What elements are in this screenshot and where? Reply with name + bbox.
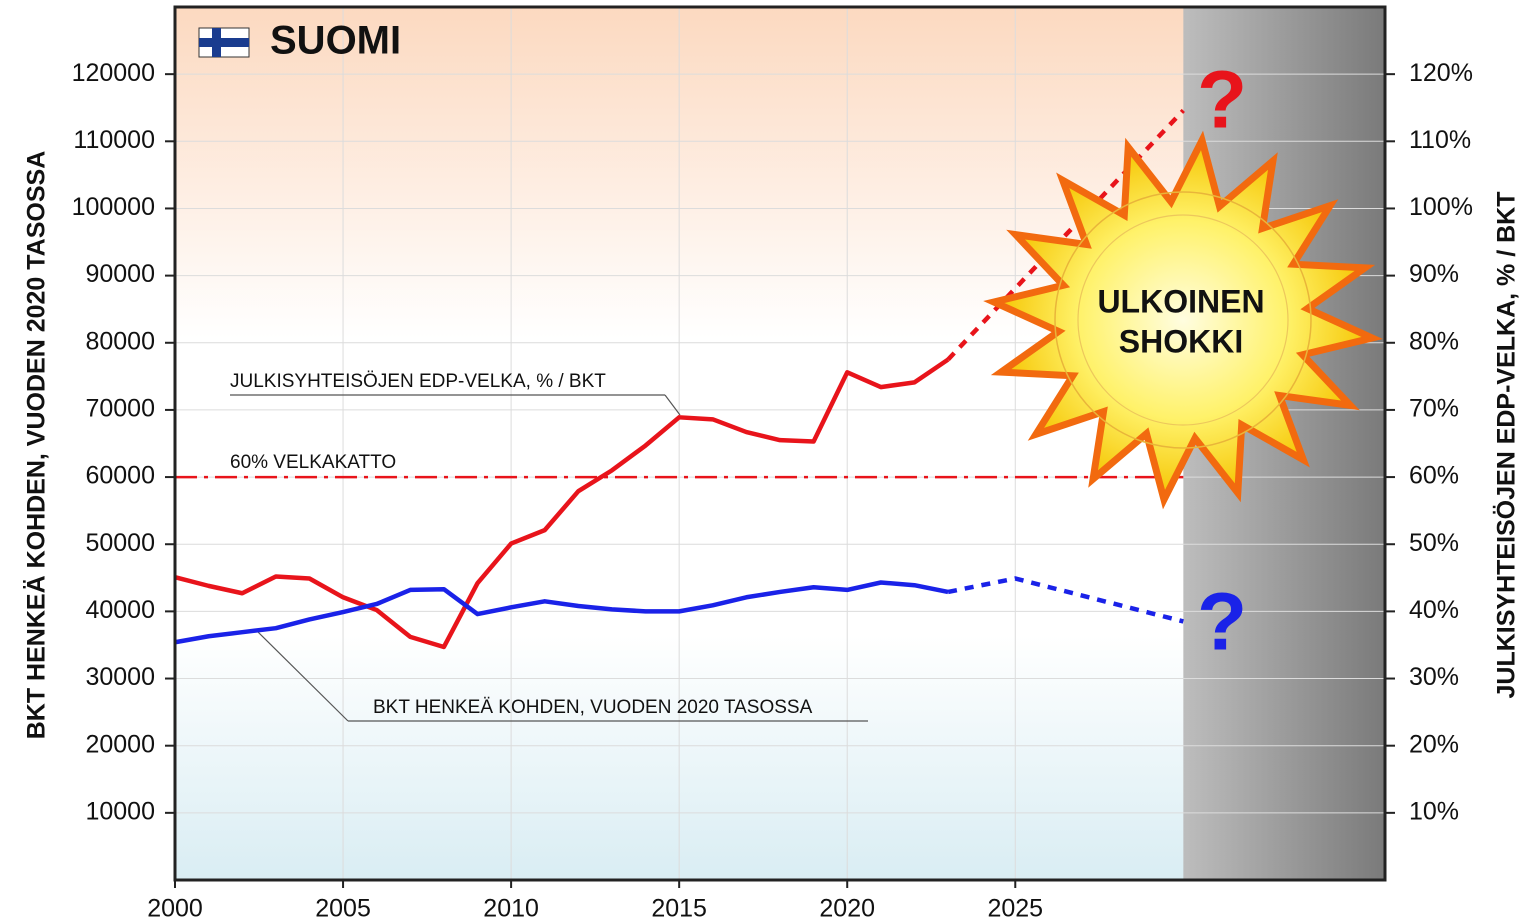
series-label: BKT HENKEÄ KOHDEN, VUODEN 2020 TASOSSA [373, 697, 813, 718]
burst-shape [983, 130, 1383, 510]
flag [198, 27, 250, 58]
y2-tick-label: 60% [1409, 462, 1459, 490]
y-tick-label: 50000 [85, 529, 155, 557]
y2-tick-label: 20% [1409, 730, 1459, 758]
burst-ring [1077, 214, 1289, 426]
y-tick-label: 90000 [85, 260, 155, 288]
y2-tick-label: 90% [1409, 260, 1459, 288]
leader-line [664, 394, 681, 416]
chart-title: SUOMI [270, 19, 401, 63]
threshold-label: 60% VELKAKATTO [230, 452, 396, 473]
y-tick-label: 10000 [85, 797, 155, 825]
x-tick-label: 2005 [315, 895, 371, 923]
y2-tick-label: 110% [1409, 126, 1471, 154]
plot-frame [173, 5, 1387, 882]
y2-tick-label: 50% [1409, 529, 1459, 557]
y-tick-label: 40000 [85, 596, 155, 624]
line [174, 357, 950, 650]
y-tick-label: 110000 [73, 126, 155, 154]
y2-axis-title: JULKISYHTEISÖJEN EDP-VELKA, % / BKT [1492, 191, 1521, 698]
line [174, 580, 949, 645]
y-tick-label: 70000 [85, 395, 155, 423]
y-tick-label: 30000 [85, 663, 155, 691]
question-mark: ? [1197, 55, 1247, 146]
leader-line [257, 631, 349, 722]
x-tick-label: 2015 [651, 895, 707, 923]
y2-tick-label: 10% [1409, 797, 1459, 825]
projection-line [947, 576, 1184, 624]
x-tick-label: 2020 [819, 895, 875, 923]
shock-label: ULKOINEN [1097, 283, 1264, 319]
y-axis-title: BKT HENKEÄ KOHDEN, VUODEN 2020 TASOSSA [23, 151, 51, 740]
x-tick-label: 2000 [147, 895, 203, 923]
question-mark: ? [1197, 577, 1247, 668]
y2-tick-label: 100% [1409, 193, 1473, 221]
shock-burst [983, 130, 1383, 510]
y2-tick-label: 30% [1409, 663, 1459, 691]
y-tick-label: 20000 [85, 730, 155, 758]
shock-label: SHOKKI [1119, 323, 1243, 359]
y2-tick-label: 70% [1409, 395, 1459, 423]
y-tick-label: 60000 [85, 462, 155, 490]
y2-tick-label: 120% [1409, 59, 1473, 87]
series-label: JULKISYHTEISÖJEN EDP-VELKA, % / BKT [230, 371, 606, 392]
burst-ring [1054, 191, 1312, 449]
y-tick-label: 120000 [72, 59, 155, 87]
x-tick-label: 2025 [987, 895, 1043, 923]
y-tick-label: 80000 [85, 327, 155, 355]
y2-tick-label: 40% [1409, 596, 1459, 624]
y-tick-label: 100000 [72, 193, 155, 221]
projection-line [946, 108, 1185, 362]
y2-tick-label: 80% [1409, 327, 1459, 355]
x-tick-label: 2010 [483, 895, 539, 923]
